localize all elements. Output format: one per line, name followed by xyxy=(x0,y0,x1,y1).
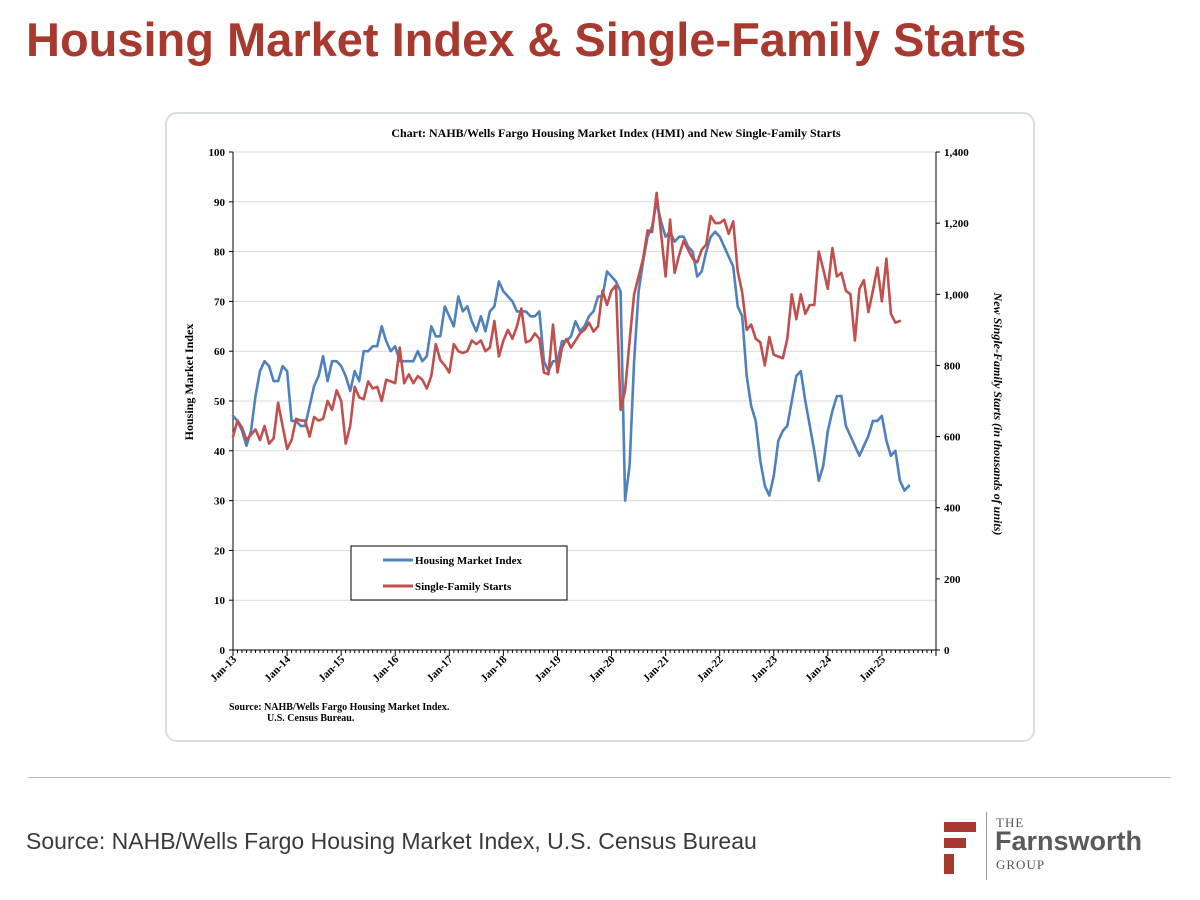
right-tick-label: 1,200 xyxy=(944,218,969,230)
chart-source-line-2: U.S. Census Bureau. xyxy=(267,713,355,724)
left-tick-label: 0 xyxy=(220,645,226,657)
y-axis-label: Housing Market Index xyxy=(182,324,196,441)
x-tick-label: Jan-25 xyxy=(857,653,888,684)
legend: Housing Market Index Single-Family Start… xyxy=(350,545,568,601)
x-tick-label: Jan-16 xyxy=(370,653,401,684)
x-tick-label: Jan-22 xyxy=(695,653,726,684)
x-tick-label: Jan-21 xyxy=(641,654,672,685)
x-tick-label: Jan-15 xyxy=(316,653,347,684)
legend-box xyxy=(350,545,568,601)
left-tick-label: 80 xyxy=(214,247,226,259)
gridlines xyxy=(233,151,936,601)
left-tick-label: 100 xyxy=(209,147,226,159)
left-tick-label: 50 xyxy=(214,396,226,408)
left-tick-label: 70 xyxy=(214,296,226,308)
logo-the: THE xyxy=(996,815,1025,830)
right-tick-label: 1,000 xyxy=(944,289,969,301)
logo-group: GROUP xyxy=(996,857,1046,872)
right-tick-label: 600 xyxy=(944,432,961,444)
left-tick-label: 20 xyxy=(214,545,226,557)
series xyxy=(231,191,911,502)
left-tick-labels: 0 10 20 30 40 50 60 70 80 90 100 xyxy=(209,147,226,657)
x-tick-label: Jan-23 xyxy=(749,653,780,684)
axes xyxy=(229,151,940,656)
legend-label-hmi: Housing Market Index xyxy=(415,555,522,567)
x-tick-labels: Jan-13 Jan-14 Jan-15 Jan-16 Jan-17 Jan-18 Jan-… xyxy=(208,653,888,684)
right-tick-label: 0 xyxy=(944,645,950,657)
right-tick-labels: 0 200 400 600 800 1,000 1,200 1,400 xyxy=(944,147,969,657)
chart-card: Chart: NAHB/Wells Fargo Housing Market I… xyxy=(165,112,1035,742)
left-tick-label: 60 xyxy=(214,346,226,358)
y2-axis-label: New Single-Family Starts (in thousands o… xyxy=(991,292,1005,536)
footer-source: Source: NAHB/Wells Fargo Housing Market … xyxy=(26,828,757,854)
logo-separator xyxy=(986,812,987,880)
left-tick-label: 90 xyxy=(214,197,226,209)
left-tick-label: 10 xyxy=(214,595,226,607)
chart-source-line-1: Source: NAHB/Wells Fargo Housing Market … xyxy=(229,702,450,713)
x-tick-label: Jan-13 xyxy=(208,653,239,684)
farnsworth-logo: THE Farnsworth GROUP xyxy=(944,812,1184,882)
legend-label-starts: Single-Family Starts xyxy=(415,581,512,593)
x-tick-label: Jan-24 xyxy=(803,653,834,684)
series-line-housing-market-index xyxy=(231,200,911,502)
left-tick-label: 30 xyxy=(214,496,226,508)
right-tick-label: 400 xyxy=(944,503,961,515)
x-tick-label: Jan-17 xyxy=(424,653,455,684)
right-tick-label: 1,400 xyxy=(944,147,969,159)
x-tick-label: Jan-18 xyxy=(479,653,510,684)
logo-f-mark-icon xyxy=(944,822,976,874)
slide-title: Housing Market Index & Single-Family Sta… xyxy=(26,13,1027,66)
x-tick-label: Jan-14 xyxy=(262,653,293,684)
chart-title: Chart: NAHB/Wells Fargo Housing Market I… xyxy=(391,126,841,140)
right-tick-label: 800 xyxy=(944,360,961,372)
x-tick-label: Jan-19 xyxy=(533,653,564,684)
footer-divider xyxy=(28,777,1171,778)
logo-name: Farnsworth xyxy=(995,826,1143,856)
hmi-starts-chart: Chart: NAHB/Wells Fargo Housing Market I… xyxy=(182,126,1005,724)
x-tick-label: Jan-20 xyxy=(587,653,618,684)
right-tick-label: 200 xyxy=(944,574,961,586)
series-line-single-family-starts xyxy=(231,191,902,451)
left-tick-label: 40 xyxy=(214,446,226,458)
